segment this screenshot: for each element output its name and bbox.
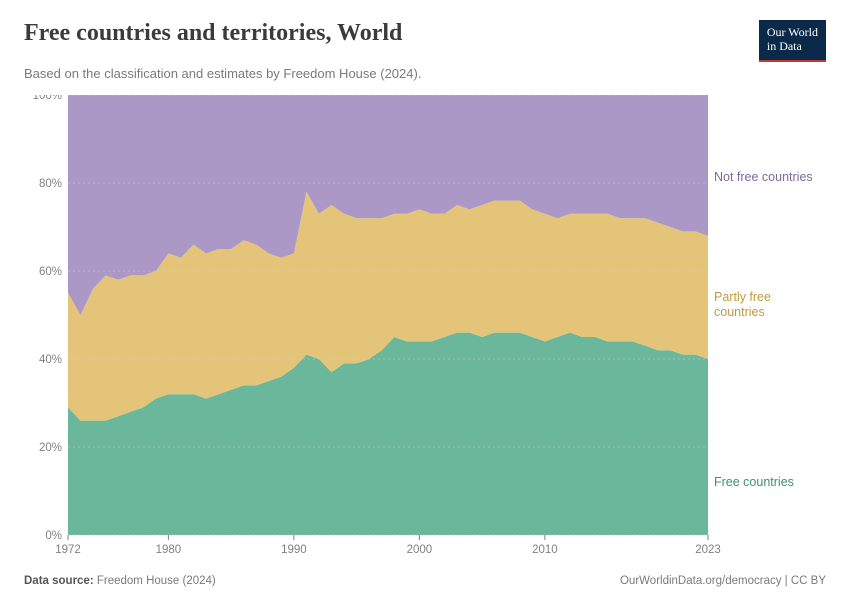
- y-tick-label: 0%: [45, 530, 62, 542]
- attribution: OurWorldinData.org/democracy | CC BY: [620, 575, 826, 587]
- data-source: Data source: Freedom House (2024): [24, 575, 216, 587]
- y-tick-label: 20%: [39, 442, 62, 454]
- series-label-free: Free countries: [714, 475, 794, 490]
- x-tick-label: 2010: [532, 544, 558, 556]
- y-tick-label: 100%: [33, 95, 62, 102]
- page-subtitle: Based on the classification and estimate…: [24, 66, 826, 81]
- source-value: Freedom House (2024): [97, 575, 216, 587]
- page-title: Free countries and territories, World: [24, 20, 402, 47]
- x-tick-label: 1990: [281, 544, 307, 556]
- header: Free countries and territories, World Ou…: [24, 20, 826, 62]
- owid-logo: Our World in Data: [759, 20, 826, 62]
- page-root: Free countries and territories, World Ou…: [0, 0, 850, 600]
- logo-line2: in Data: [767, 40, 818, 54]
- y-tick-label: 60%: [39, 266, 62, 278]
- title-block: Free countries and territories, World: [24, 20, 402, 47]
- x-tick-label: 1980: [156, 544, 182, 556]
- footer: Data source: Freedom House (2024) OurWor…: [24, 575, 826, 587]
- x-tick-label: 2000: [407, 544, 433, 556]
- chart-area: 0% 20% 40% 60% 80% 100% 1972 1980 1990 2000 2010 20…: [24, 95, 826, 565]
- y-tick-label: 80%: [39, 178, 62, 190]
- x-tick-label: 1972: [55, 544, 81, 556]
- series-label-not_free: Not free countries: [714, 170, 813, 185]
- series-label-partly_free: Partly free countries: [714, 290, 794, 320]
- logo-line1: Our World: [767, 26, 818, 40]
- y-tick-label: 40%: [39, 354, 62, 366]
- stacked-area-chart: 0% 20% 40% 60% 80% 100% 1972 1980 1990 2000 2010 20…: [24, 95, 826, 565]
- x-tick-label: 2023: [695, 544, 721, 556]
- source-label: Data source:: [24, 575, 94, 587]
